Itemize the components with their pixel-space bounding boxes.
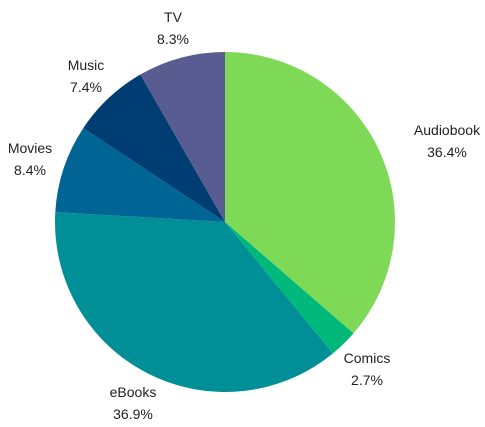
slice-value-movies: 8.4%: [14, 162, 46, 178]
labels-layer: Audiobook 36.4% Comics 2.7% eBooks 36.9% Movie…: [8, 9, 481, 422]
pie-slice-music: [83, 74, 225, 222]
pie-slice-audiobook: [225, 52, 395, 334]
slice-value-comics: 2.7%: [351, 372, 383, 388]
pie-slice-comics: [225, 222, 354, 354]
pie-slice-tv: [140, 52, 225, 222]
pie-slice-movies: [55, 128, 225, 222]
slice-value-tv: 8.3%: [157, 31, 189, 47]
slice-label-music: Music: [68, 57, 105, 73]
slice-label-tv: TV: [164, 9, 183, 25]
pie-slice-ebooks: [54, 212, 333, 392]
slice-value-ebooks: 36.9%: [113, 406, 153, 422]
slice-value-audiobook: 36.4%: [427, 144, 467, 160]
slice-value-music: 7.4%: [70, 79, 102, 95]
slice-label-movies: Movies: [8, 140, 52, 156]
slices-layer: [54, 52, 395, 392]
slice-label-ebooks: eBooks: [110, 384, 157, 400]
slice-label-audiobook: Audiobook: [414, 122, 481, 138]
slice-label-comics: Comics: [344, 350, 391, 366]
